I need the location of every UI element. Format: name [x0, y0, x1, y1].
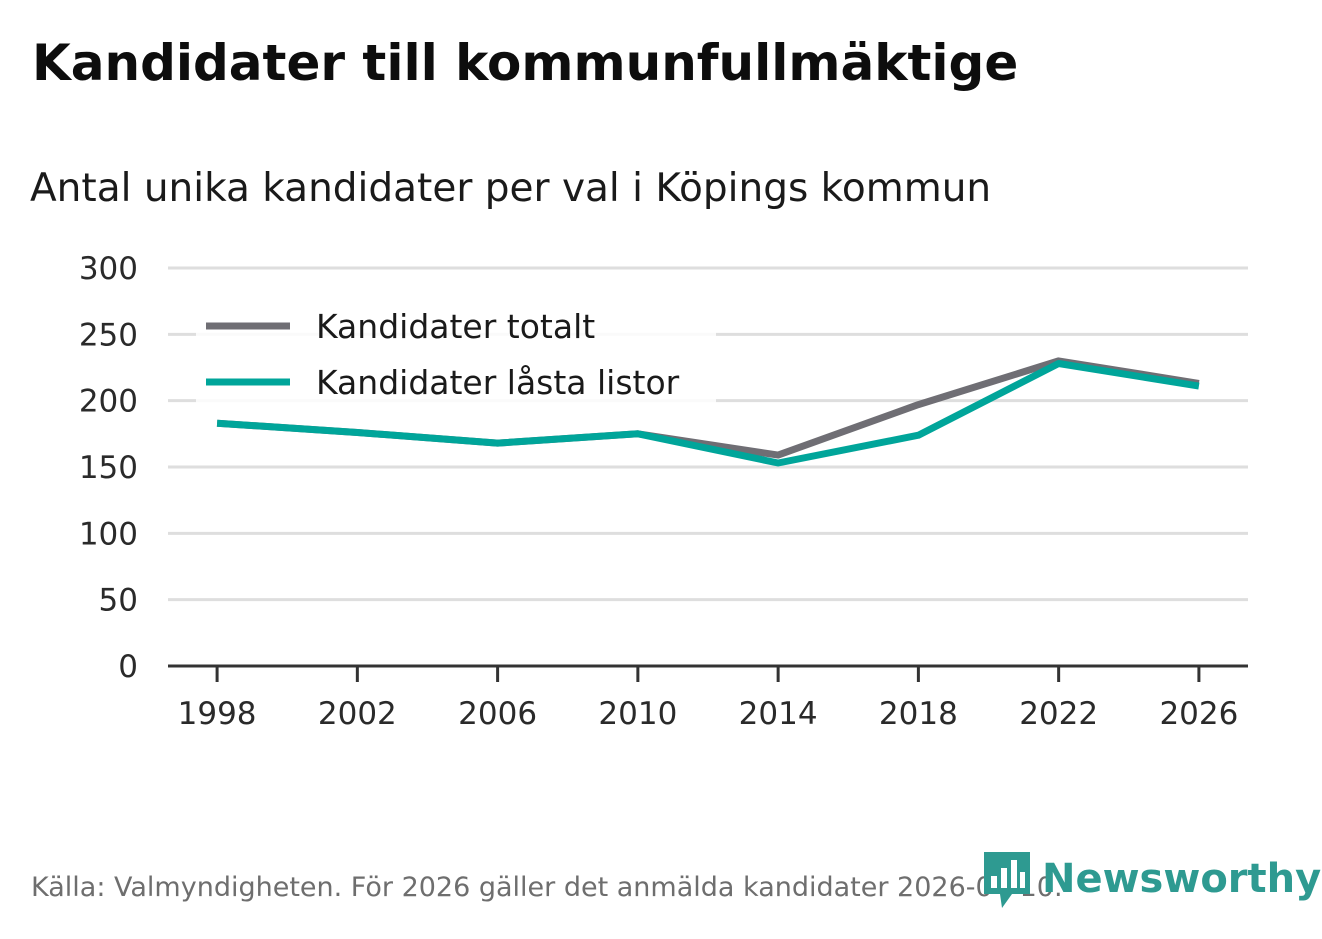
legend-label-1: Kandidater totalt — [316, 307, 595, 346]
chart-title: Kandidater till kommunfullmäktige — [32, 34, 1019, 92]
series-lines — [216, 357, 1200, 467]
x-tick-label: 2002 — [318, 696, 397, 732]
x-tick-label: 2006 — [458, 696, 537, 732]
y-tick-label: 150 — [79, 450, 138, 486]
y-tick-label: 200 — [79, 384, 138, 420]
x-tick-label: 2010 — [598, 696, 677, 732]
brand-name: Newsworthy — [1042, 856, 1322, 902]
series-line-2 — [216, 360, 1200, 467]
y-axis-tick-labels: 0 50 100 150 200 250 300 — [79, 251, 138, 685]
x-axis: 1998 2002 2006 2010 2014 2018 2022 2026 — [168, 664, 1248, 732]
y-tick-label: 250 — [79, 317, 138, 353]
x-tick-label: 2026 — [1159, 696, 1238, 732]
x-tick-label: 1998 — [178, 696, 257, 732]
y-tick-label: 0 — [118, 649, 138, 685]
legend-label-2: Kandidater låsta listor — [316, 363, 680, 402]
x-tick-label: 2022 — [1019, 696, 1098, 732]
y-tick-label: 50 — [99, 583, 138, 619]
brand-logo: Newsworthy — [982, 848, 1321, 910]
chart-subtitle: Antal unika kandidater per val i Köpings… — [30, 166, 992, 211]
y-tick-label: 300 — [79, 251, 138, 287]
y-tick-label: 100 — [79, 516, 138, 552]
legend: Kandidater totalt Kandidater låsta listor — [196, 292, 716, 410]
newsworthy-logo-icon — [984, 852, 1030, 908]
source-note: Källa: Valmyndigheten. För 2026 gäller d… — [31, 872, 1063, 903]
x-tick-label: 2014 — [739, 696, 818, 732]
legend-background — [196, 292, 716, 410]
x-tick-label: 2018 — [879, 696, 958, 732]
